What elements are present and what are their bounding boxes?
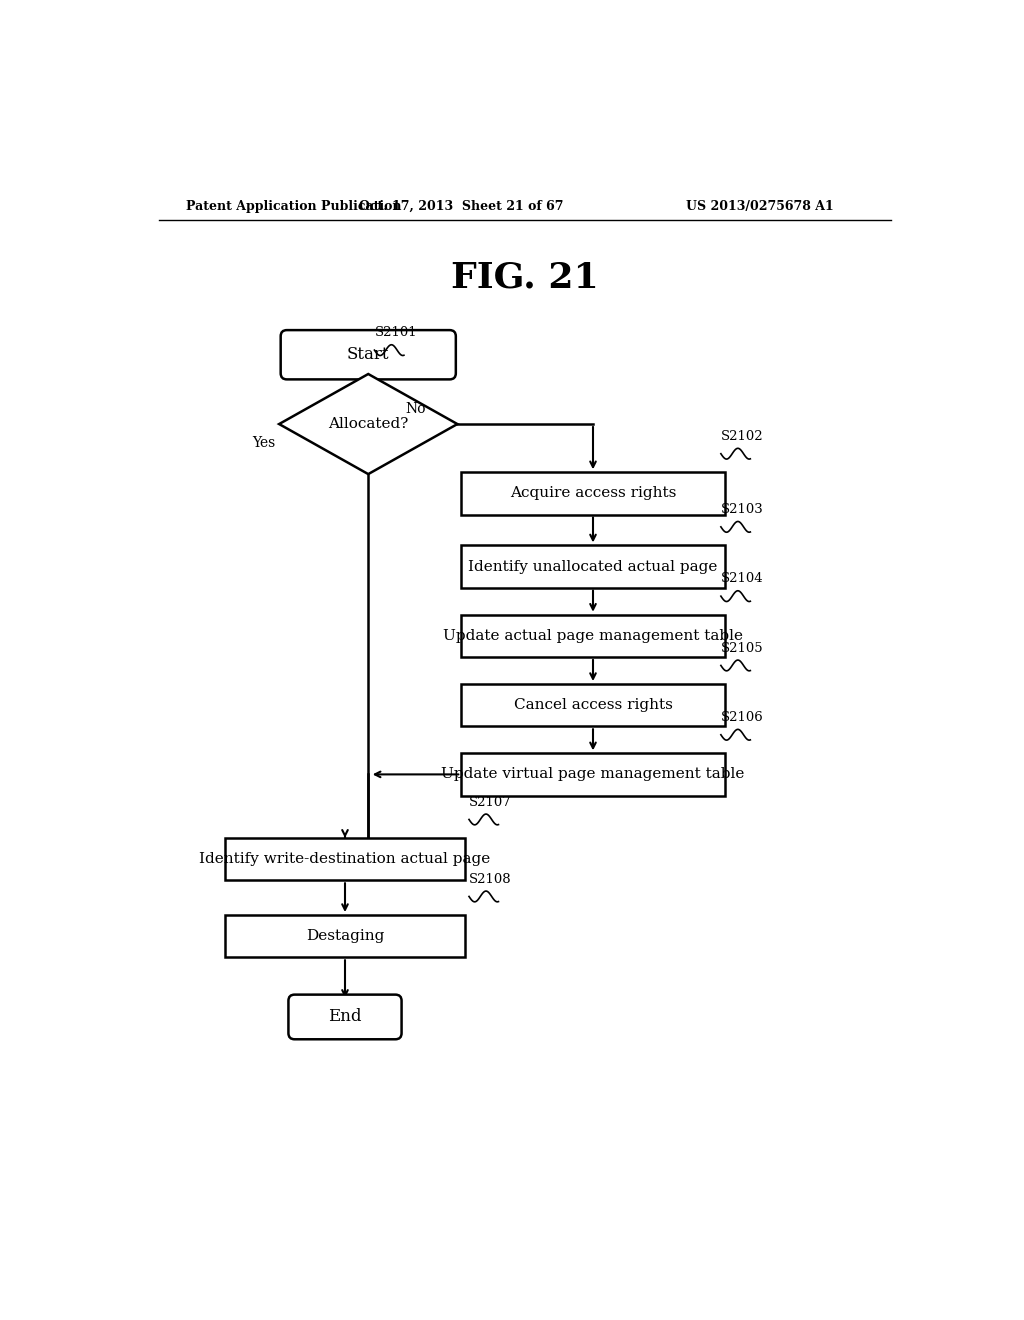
Text: Identify write-destination actual page: Identify write-destination actual page	[200, 853, 490, 866]
Text: S2101: S2101	[375, 326, 417, 339]
Bar	[461, 754, 725, 796]
Text: US 2013/0275678 A1: US 2013/0275678 A1	[686, 199, 834, 213]
Text: S2105: S2105	[721, 642, 764, 655]
Text: S2107: S2107	[469, 796, 512, 809]
FancyBboxPatch shape	[281, 330, 456, 379]
Text: Update actual page management table: Update actual page management table	[443, 628, 743, 643]
Text: Start: Start	[347, 346, 389, 363]
Text: Update virtual page management table: Update virtual page management table	[441, 767, 744, 781]
Bar	[461, 615, 725, 657]
Text: S2106: S2106	[721, 711, 764, 723]
FancyBboxPatch shape	[289, 995, 401, 1039]
Bar	[461, 545, 725, 587]
Bar	[461, 473, 725, 515]
Text: S2102: S2102	[721, 430, 764, 444]
Text: FIG. 21: FIG. 21	[451, 261, 599, 294]
Bar	[225, 838, 465, 880]
Text: Acquire access rights: Acquire access rights	[510, 486, 676, 500]
Text: Patent Application Publication: Patent Application Publication	[186, 199, 401, 213]
Polygon shape	[280, 374, 458, 474]
Text: Allocated?: Allocated?	[328, 417, 409, 432]
Text: Destaging: Destaging	[306, 929, 384, 942]
Text: Identify unallocated actual page: Identify unallocated actual page	[468, 560, 718, 573]
Text: No: No	[406, 403, 426, 416]
Text: Oct. 17, 2013  Sheet 21 of 67: Oct. 17, 2013 Sheet 21 of 67	[359, 199, 563, 213]
Bar	[225, 915, 465, 957]
Text: Cancel access rights: Cancel access rights	[514, 698, 673, 711]
Text: Yes: Yes	[252, 437, 275, 450]
Text: S2103: S2103	[721, 503, 764, 516]
Text: S2108: S2108	[469, 873, 512, 886]
Text: End: End	[329, 1008, 361, 1026]
Bar	[461, 684, 725, 726]
Text: S2104: S2104	[721, 573, 764, 585]
